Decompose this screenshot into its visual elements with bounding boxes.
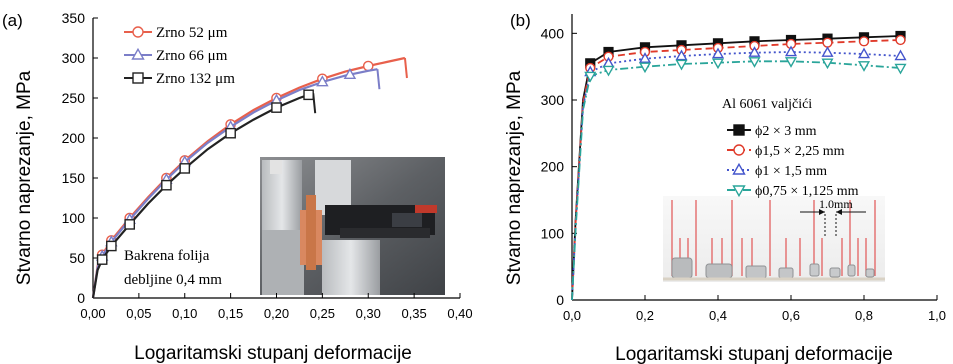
panel-b-series-3-marker bbox=[638, 62, 652, 74]
inset-scale-label: 1.0mm bbox=[819, 197, 853, 211]
panel-b-series-1-marker bbox=[895, 34, 906, 46]
panel-b-x-tick-label: 0,8 bbox=[855, 308, 873, 323]
panel-b-series-2-marker bbox=[675, 49, 688, 61]
panel-b-x-tick-label: 0,2 bbox=[636, 308, 654, 323]
annotation-line-1: Bakrena folija bbox=[124, 248, 210, 264]
panel-b-series-2-marker bbox=[857, 47, 871, 59]
panel-b-x-tick-label: 0,0 bbox=[563, 308, 581, 323]
panel-b-legend: Al 6061 valjčići ϕ2 × 3 mm ϕ1,5 × 2,25 mm… bbox=[722, 97, 859, 199]
panel-b-series-3-marker bbox=[602, 65, 615, 77]
panel-a-series-2-marker bbox=[96, 254, 108, 265]
panel-b-series-2-marker bbox=[894, 49, 907, 61]
panel-b-series-3-marker bbox=[821, 58, 834, 70]
panel-a-legend-marker bbox=[131, 47, 145, 60]
panel-a: (a) 0,00 0,05 0,10 0,15 0,20 0,25 0,30 0,35 0,40… bbox=[2, 10, 473, 364]
panel-b-series-1-marker bbox=[858, 36, 870, 47]
specimen-photo bbox=[260, 157, 445, 295]
panel-b-series-3-marker bbox=[857, 61, 871, 72]
panel-a-y-tick-label: 50 bbox=[69, 250, 85, 266]
panel-b-x-tick-label: 1,0 bbox=[928, 308, 946, 323]
panel-a-series-2-marker bbox=[271, 102, 282, 113]
panel-b-y-tick-label: 100 bbox=[541, 225, 565, 241]
panel-b-y-tick-label: 200 bbox=[541, 159, 565, 175]
panel-b-series-2-marker bbox=[638, 52, 652, 63]
panel-a-legend-label: Zrno 52 μm bbox=[156, 25, 228, 41]
panel-a-x-tick-label: 0,00 bbox=[80, 306, 105, 321]
panel-a-legend-label: Zrno 66 μm bbox=[156, 48, 228, 64]
panel-a-x-tick-label: 0,40 bbox=[447, 306, 472, 321]
panel-b-series-2-marker bbox=[748, 46, 761, 57]
panel-a-series-2-marker bbox=[179, 163, 191, 174]
panel-b-y-tick-label: 400 bbox=[541, 25, 565, 41]
panel-a-series-2-marker bbox=[124, 219, 135, 230]
panel-b-ticks: 0,0 0,2 0,4 0,6 0,8 1,0 0 100 200 300 400 bbox=[541, 25, 946, 323]
annotation-line-2: debljine 0,4 mm bbox=[124, 272, 222, 288]
panel-b-x-tick-label: 0,6 bbox=[782, 308, 800, 323]
panel-a-x-tick-label: 0,20 bbox=[264, 306, 289, 321]
panel-b-series-3-marker bbox=[894, 63, 907, 75]
panel-a-ticks: 0,00 0,05 0,10 0,15 0,20 0,25 0,30 0,35 0,40 0 50 1… bbox=[62, 10, 473, 321]
panel-a-xlabel: Logaritamski stupanj deformacije bbox=[134, 343, 412, 364]
panel-b-series-3-marker bbox=[675, 59, 688, 71]
panel-b-series-3-marker bbox=[711, 58, 725, 70]
panel-a-legend: Zrno 52 μm Zrno 66 μm Zrno 132 μm bbox=[124, 25, 235, 87]
panel-b-ylabel: Stvarno naprezanje, MPa bbox=[504, 70, 525, 285]
panel-b-label: (b) bbox=[510, 11, 531, 30]
panel-a-legend-marker bbox=[132, 72, 144, 84]
panel-a-x-tick-label: 0,35 bbox=[401, 306, 426, 321]
panel-a-y-tick-label: 200 bbox=[62, 130, 86, 146]
panel-b-legend-marker bbox=[732, 162, 746, 175]
legend-title: Al 6061 valjčići bbox=[722, 97, 812, 112]
panel-b-y-tick-label: 300 bbox=[541, 92, 565, 108]
panel-a-y-tick-label: 100 bbox=[62, 210, 86, 226]
panel-a-y-tick-label: 350 bbox=[62, 10, 86, 26]
panel-b-series bbox=[571, 30, 907, 301]
panel-b-legend-label: ϕ1,5 × 2,25 mm bbox=[755, 144, 845, 159]
panel-a-x-tick-label: 0,05 bbox=[126, 306, 151, 321]
panel-a-ylabel: Stvarno naprezanje, MPa bbox=[14, 70, 35, 285]
panel-b-legend-marker bbox=[733, 144, 745, 156]
panel-b-legend-marker bbox=[732, 185, 746, 198]
panel-a-series-1-marker bbox=[316, 75, 329, 87]
panel-a-y-tick-label: 300 bbox=[62, 50, 86, 66]
panel-a-legend-label: Zrno 132 μm bbox=[156, 71, 235, 87]
panel-b-x-tick-label: 0,4 bbox=[709, 308, 727, 323]
panel-b-series-1-marker bbox=[822, 37, 833, 48]
panel-b: (b) 1.0mm 0,0 0,2 0,4 0,6 0,8 1,0 0 100 200 300 bbox=[504, 11, 946, 364]
panel-a-label: (a) bbox=[2, 11, 23, 30]
panel-a-series-2-marker bbox=[161, 179, 172, 191]
panel-a-series-2-marker bbox=[106, 240, 117, 252]
panel-b-series-3-marker bbox=[584, 71, 597, 83]
panel-a-series-1-fracture bbox=[376, 69, 381, 90]
panel-b-xlabel: Logaritamski stupanj deformacije bbox=[615, 344, 893, 364]
panel-a-x-tick-label: 0,15 bbox=[218, 306, 243, 321]
panel-a-x-tick-label: 0,25 bbox=[310, 306, 335, 321]
panel-b-series-3-marker bbox=[748, 57, 761, 68]
panel-b-y-tick-label: 0 bbox=[556, 292, 564, 308]
panel-a-legend-marker bbox=[132, 26, 144, 38]
panel-a-y-tick-label: 150 bbox=[62, 170, 86, 186]
panel-a-series-2-marker bbox=[225, 127, 236, 139]
panel-b-legend-label: ϕ2 × 3 mm bbox=[755, 124, 817, 139]
panel-a-series-1-marker bbox=[343, 67, 357, 80]
panel-a-series-2-marker bbox=[303, 89, 314, 101]
panel-a-y-tick-label: 250 bbox=[62, 90, 86, 106]
panel-a-x-tick-label: 0,30 bbox=[356, 306, 381, 321]
panel-a-series-0-fracture bbox=[403, 57, 408, 79]
panel-a-series bbox=[91, 56, 408, 299]
cylinders-photo: 1.0mm bbox=[663, 196, 885, 282]
panel-a-x-tick-label: 0,10 bbox=[172, 306, 197, 321]
panel-b-series-2-marker bbox=[784, 45, 798, 57]
panel-b-series-2-marker bbox=[711, 47, 725, 59]
panel-a-y-tick-label: 0 bbox=[77, 290, 85, 306]
panel-b-series-3-marker bbox=[784, 57, 798, 68]
panel-b-legend-label: ϕ0,75 × 1,125 mm bbox=[755, 184, 859, 199]
panel-b-series-2-marker bbox=[821, 46, 834, 57]
panel-b-legend-label: ϕ1 × 1,5 mm bbox=[755, 164, 827, 179]
panel-b-legend-marker bbox=[733, 124, 745, 136]
